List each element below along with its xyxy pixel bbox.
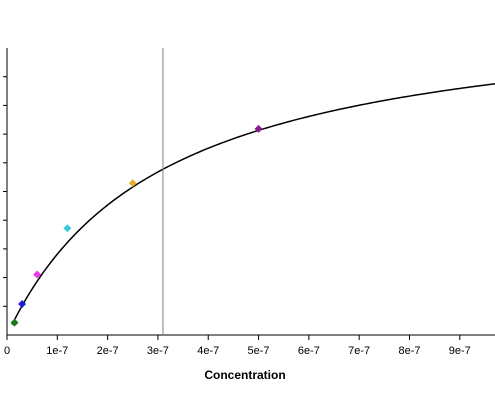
fit-curve xyxy=(11,83,495,325)
data-point xyxy=(10,318,19,327)
x-tick-label: 3e-7 xyxy=(147,345,169,357)
y-tick-group xyxy=(3,76,7,307)
data-point-group xyxy=(10,124,263,327)
x-tick-group: 0 1e-7 2e-7 3e-7 4e-7 5e-7 6e-7 7e-7 8e-7 9e-7 xyxy=(4,335,471,357)
data-point xyxy=(18,300,27,309)
x-axis-title: Concentration xyxy=(204,368,285,382)
data-point xyxy=(254,124,263,133)
data-point xyxy=(128,179,137,188)
x-tick-label: 0 xyxy=(4,345,10,357)
x-tick-label: 7e-7 xyxy=(348,345,370,357)
data-point xyxy=(63,224,72,233)
x-tick-label: 9e-7 xyxy=(449,345,471,357)
x-tick-label: 4e-7 xyxy=(197,345,219,357)
x-tick-label: 5e-7 xyxy=(248,345,270,357)
x-tick-label: 6e-7 xyxy=(298,345,320,357)
x-tick-label: 1e-7 xyxy=(46,345,68,357)
x-tick-label: 2e-7 xyxy=(97,345,119,357)
data-point xyxy=(33,270,42,279)
x-tick-label: 8e-7 xyxy=(398,345,420,357)
